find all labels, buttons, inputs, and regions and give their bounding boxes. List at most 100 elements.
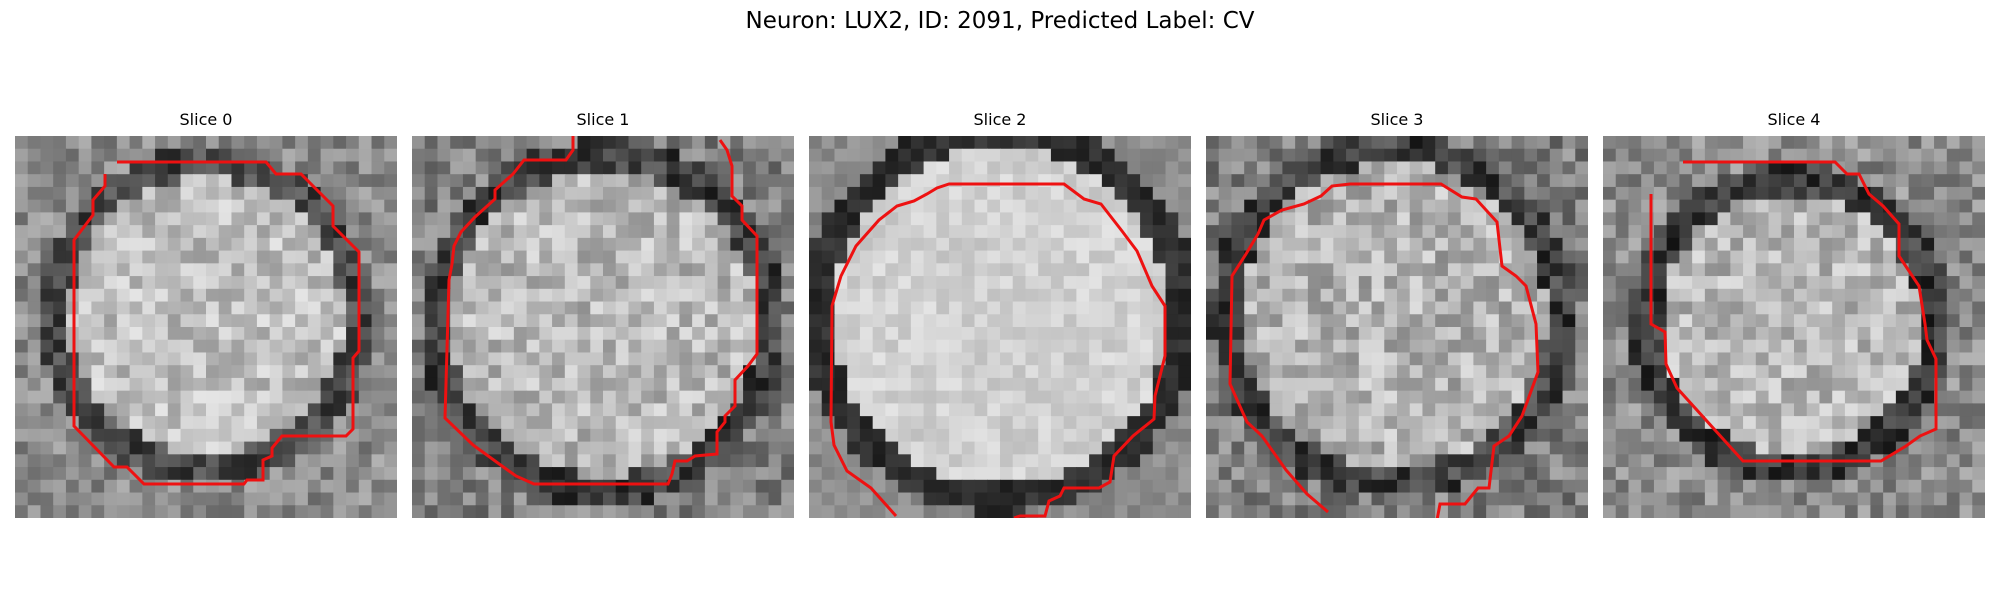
- pixel-cell: [142, 339, 156, 354]
- pixel-cell: [1165, 263, 1179, 277]
- pixel-cell: [910, 314, 925, 328]
- pixel-cell: [898, 416, 912, 430]
- pixel-cell: [923, 327, 937, 341]
- pixel-cell: [1934, 441, 1948, 455]
- pixel-cell: [1101, 416, 1116, 430]
- pixel-cell: [282, 276, 296, 290]
- pixel-cell: [1730, 416, 1744, 430]
- pixel-cell: [1934, 263, 1948, 277]
- pixel-cell: [1615, 327, 1630, 341]
- pixel-cell: [412, 339, 426, 354]
- pixel-cell: [1000, 454, 1014, 468]
- pixel-cell: [1692, 301, 1706, 315]
- pixel-cell: [1307, 428, 1322, 443]
- pixel-cell: [961, 186, 976, 201]
- pixel-cell: [1460, 263, 1474, 277]
- pixel-cell: [781, 276, 794, 290]
- pixel-cell: [462, 186, 477, 201]
- pixel-cell: [1012, 276, 1027, 290]
- pixel-cell: [1371, 301, 1385, 315]
- pixel-cell: [1704, 454, 1719, 468]
- pixel-cell: [1178, 161, 1191, 175]
- pixel-cell: [1435, 467, 1449, 481]
- pixel-cell: [1870, 403, 1884, 417]
- pixel-cell: [1076, 212, 1090, 226]
- pixel-cell: [1447, 250, 1462, 264]
- pixel-cell: [371, 454, 385, 468]
- pixel-cell: [1307, 467, 1322, 481]
- pixel-cell: [488, 492, 502, 506]
- pixel-cell: [1628, 441, 1642, 455]
- pixel-cell: [1460, 479, 1474, 494]
- pixel-cell: [371, 186, 385, 201]
- pixel-cell: [1038, 403, 1052, 417]
- pixel-cell: [1562, 212, 1576, 226]
- pixel-cell: [1256, 339, 1271, 354]
- pixel-cell: [1717, 212, 1731, 226]
- pixel-cell: [1422, 225, 1436, 239]
- pixel-cell: [346, 441, 360, 455]
- pixel-cell: [1307, 161, 1322, 175]
- pixel-cell: [1908, 454, 1922, 468]
- pixel-cell: [781, 237, 794, 252]
- pixel-cell: [1895, 390, 1910, 404]
- pixel-cell: [1603, 352, 1617, 366]
- pixel-cell: [167, 441, 182, 455]
- pixel-cell: [1295, 301, 1309, 315]
- pixel-cell: [1178, 416, 1191, 430]
- pixel-cell: [1307, 174, 1322, 188]
- pixel-cell: [834, 327, 848, 341]
- pixel-cell: [961, 263, 976, 277]
- pixel-cell: [513, 199, 528, 213]
- pixel-cell: [371, 263, 385, 277]
- pixel-cell: [384, 276, 397, 290]
- pixel-cell: [1768, 390, 1782, 404]
- pixel-cell: [539, 454, 553, 468]
- pixel-cell: [1946, 288, 1961, 303]
- pixel-cell: [1140, 492, 1154, 506]
- pixel-cell: [809, 237, 823, 252]
- pixel-cell: [1473, 377, 1487, 392]
- pixel-cell: [1844, 390, 1859, 404]
- pixel-cell: [1972, 212, 1985, 226]
- pixel-cell: [1934, 314, 1948, 328]
- pixel-cell: [615, 505, 630, 518]
- pixel-cell: [1038, 377, 1052, 392]
- pixel-cell: [1666, 212, 1680, 226]
- pixel-cell: [628, 479, 642, 494]
- pixel-cell: [1422, 314, 1436, 328]
- pixel-cell: [1063, 377, 1077, 392]
- pixel-cell: [1921, 467, 1935, 481]
- pixel-cell: [1498, 327, 1513, 341]
- pixel-cell: [1206, 237, 1220, 252]
- pixel-cell: [27, 301, 42, 315]
- pixel-cell: [1218, 212, 1233, 226]
- pixel-cell: [1794, 428, 1808, 443]
- pixel-cell: [333, 314, 347, 328]
- pixel-cell: [898, 174, 912, 188]
- pixel-cell: [295, 390, 309, 404]
- pixel-cell: [1781, 212, 1795, 226]
- pixel-cell: [1140, 428, 1154, 443]
- pixel-cell: [1768, 428, 1782, 443]
- pixel-cell: [1397, 365, 1411, 379]
- pixel-cell: [781, 441, 794, 455]
- pixel-cell: [1806, 467, 1821, 481]
- pixel-cell: [1244, 352, 1258, 366]
- pixel-cell: [1972, 225, 1985, 239]
- pixel-cell: [1346, 237, 1360, 252]
- pixel-cell: [1384, 225, 1398, 239]
- pixel-cell: [628, 339, 642, 354]
- pixel-cell: [1679, 428, 1693, 443]
- pixel-cell: [53, 403, 67, 417]
- pixel-cell: [1460, 441, 1474, 455]
- pixel-cell: [1460, 174, 1474, 188]
- pixel-cell: [1114, 479, 1128, 494]
- pixel-cell: [358, 301, 373, 315]
- pixel-cell: [218, 174, 233, 188]
- pixel-cell: [1870, 301, 1884, 315]
- pixel-cell: [1603, 225, 1617, 239]
- pixel-cell: [1038, 174, 1052, 188]
- pixel-cell: [1140, 441, 1154, 455]
- pixel-cell: [1127, 352, 1141, 366]
